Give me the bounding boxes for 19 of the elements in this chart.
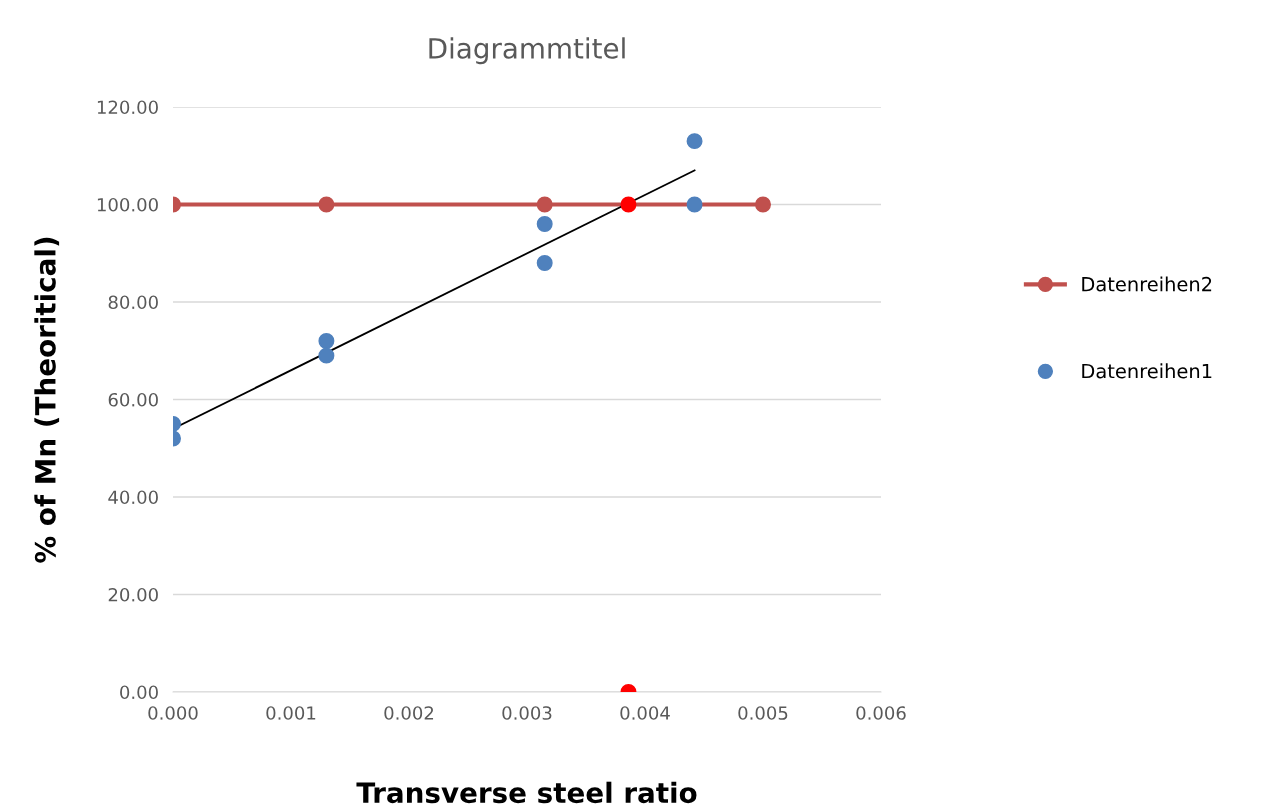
y-tick-label: 0.00 [120,685,158,700]
y-tick-label: 100.00 [97,197,158,212]
y-tick-label: 60.00 [108,392,158,407]
x-tick-label: 0.004 [620,706,670,720]
y-tick-label: 80.00 [108,295,158,310]
chart-title: Diagrammtitel [429,37,625,65]
y-tick-label: 40.00 [108,490,158,505]
y-tick-label: 20.00 [108,587,158,602]
x-tick-label: 0.001 [266,706,316,720]
legend-label: Datenreihen1 [1082,363,1212,379]
y-axis-title: % of Mn (Theoritical) [34,237,60,563]
x-tick-label: 0.005 [738,706,788,720]
x-tick-label: 0.002 [384,706,434,720]
x-tick-label: 0.006 [856,706,906,720]
x-tick-label: 0.000 [148,706,198,720]
x-tick-label: 0.003 [502,706,552,720]
x-axis-title: Transverse steel ratio [356,781,697,804]
y-tick-label: 120.00 [97,100,158,115]
legend-label: Datenreihen2 [1082,276,1212,292]
